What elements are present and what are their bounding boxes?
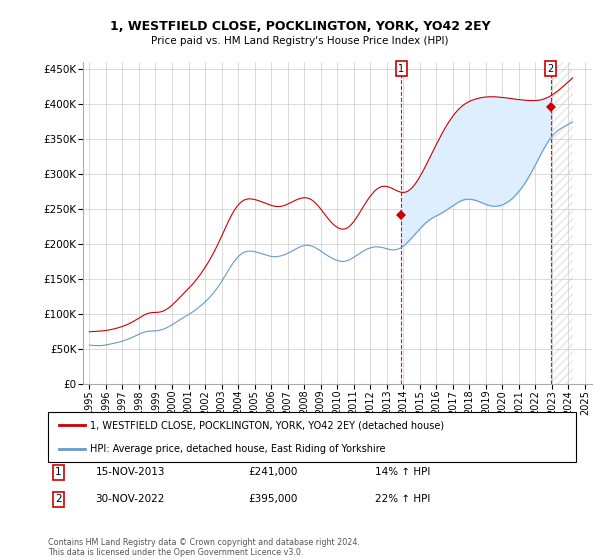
Text: 15-NOV-2013: 15-NOV-2013 [95, 468, 165, 478]
Text: 14% ↑ HPI: 14% ↑ HPI [376, 468, 431, 478]
Text: 30-NOV-2022: 30-NOV-2022 [95, 494, 165, 504]
Text: HPI: Average price, detached house, East Riding of Yorkshire: HPI: Average price, detached house, East… [90, 445, 386, 454]
Text: 1: 1 [55, 468, 62, 478]
Text: 1, WESTFIELD CLOSE, POCKLINGTON, YORK, YO42 2EY: 1, WESTFIELD CLOSE, POCKLINGTON, YORK, Y… [110, 20, 490, 32]
Text: Price paid vs. HM Land Registry's House Price Index (HPI): Price paid vs. HM Land Registry's House … [151, 36, 449, 46]
Text: 1, WESTFIELD CLOSE, POCKLINGTON, YORK, YO42 2EY (detached house): 1, WESTFIELD CLOSE, POCKLINGTON, YORK, Y… [90, 420, 445, 430]
Text: 2: 2 [547, 64, 554, 73]
Text: £395,000: £395,000 [248, 494, 298, 504]
Text: 1: 1 [398, 64, 404, 73]
Text: £241,000: £241,000 [248, 468, 298, 478]
Text: 22% ↑ HPI: 22% ↑ HPI [376, 494, 431, 504]
Text: 2: 2 [55, 494, 62, 504]
Text: Contains HM Land Registry data © Crown copyright and database right 2024.
This d: Contains HM Land Registry data © Crown c… [48, 538, 360, 557]
